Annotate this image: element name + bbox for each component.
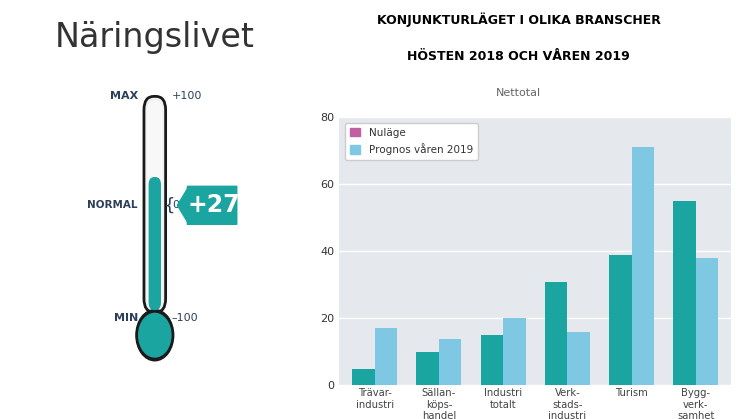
Bar: [374, 328, 397, 385]
Legend: Nuläge, Prognos våren 2019: Nuläge, Prognos våren 2019: [345, 122, 478, 160]
Polygon shape: [178, 186, 189, 224]
Bar: [545, 282, 568, 385]
Text: MAX: MAX: [110, 91, 138, 101]
Bar: [416, 352, 439, 385]
Bar: [696, 258, 718, 385]
FancyBboxPatch shape: [147, 101, 163, 310]
Text: {: {: [164, 197, 175, 214]
Text: MIN: MIN: [113, 313, 138, 323]
FancyBboxPatch shape: [144, 96, 166, 312]
Bar: [568, 332, 590, 385]
Bar: [439, 339, 462, 385]
FancyBboxPatch shape: [186, 186, 237, 225]
Bar: [632, 147, 654, 385]
Bar: [674, 201, 696, 385]
Text: +27: +27: [187, 193, 240, 217]
Text: Nettotal: Nettotal: [496, 88, 541, 98]
Text: 0: 0: [172, 200, 179, 210]
Circle shape: [139, 313, 171, 357]
FancyBboxPatch shape: [148, 177, 161, 310]
Circle shape: [136, 310, 174, 361]
Bar: [352, 369, 374, 385]
Text: HÖSTEN 2018 OCH VÅREN 2019: HÖSTEN 2018 OCH VÅREN 2019: [407, 50, 630, 63]
Text: Näringslivet: Näringslivet: [55, 21, 254, 54]
Text: NORMAL: NORMAL: [87, 200, 138, 210]
Bar: [480, 335, 503, 385]
Text: KONJUNKTURLÄGET I OLIKA BRANSCHER: KONJUNKTURLÄGET I OLIKA BRANSCHER: [377, 13, 660, 27]
Bar: [503, 318, 526, 385]
Bar: [609, 255, 632, 385]
Text: –100: –100: [172, 313, 198, 323]
Text: +100: +100: [172, 91, 202, 101]
